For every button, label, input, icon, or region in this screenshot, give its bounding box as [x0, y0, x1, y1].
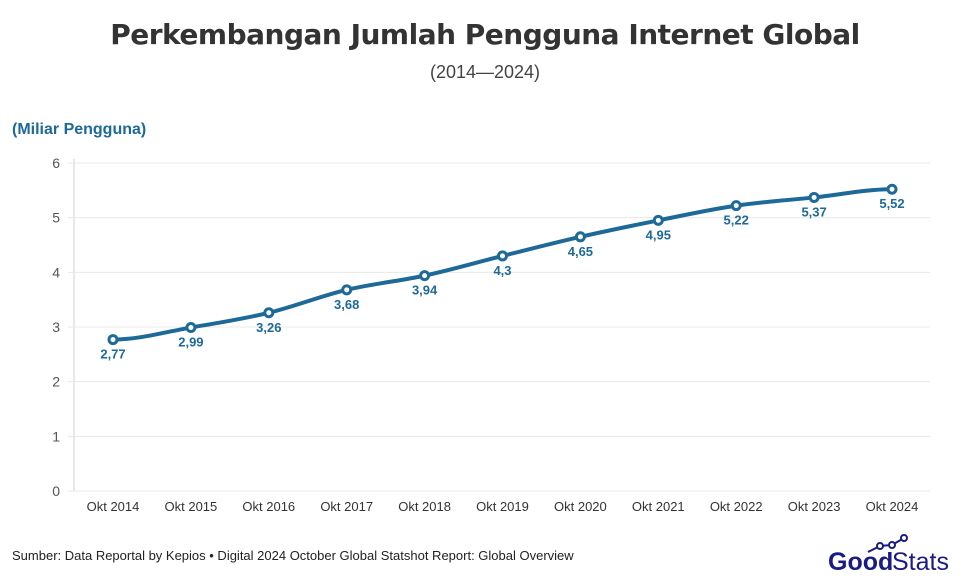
data-label: 4,65	[568, 244, 593, 259]
x-tick-label: Okt 2023	[788, 499, 841, 514]
svg-text:Good: Good	[828, 548, 893, 576]
data-label: 3,94	[412, 283, 438, 298]
data-label: 2,99	[178, 335, 203, 350]
y-tick-label: 1	[52, 428, 60, 444]
x-tick-label: Okt 2016	[242, 499, 295, 514]
source-note: Sumber: Data Reportal by Kepios • Digita…	[12, 548, 574, 563]
y-tick-label: 2	[52, 374, 60, 390]
x-tick-label: Okt 2019	[476, 499, 529, 514]
chart-subtitle: (2014—2024)	[429, 62, 541, 82]
svg-text:Stats: Stats	[892, 548, 949, 576]
y-tick-label: 5	[52, 210, 60, 226]
y-tick-label: 3	[52, 319, 60, 335]
data-point	[341, 284, 353, 296]
data-label: 2,77	[100, 347, 125, 362]
data-label: 3,68	[334, 297, 359, 312]
data-point	[652, 214, 664, 226]
x-tick-label: Okt 2020	[554, 499, 607, 514]
x-tick-label: Okt 2015	[165, 499, 218, 514]
x-tick-label: Okt 2014	[87, 499, 140, 514]
chart-title: Perkembangan Jumlah Pengguna Internet Gl…	[110, 18, 860, 51]
data-point	[808, 191, 820, 203]
x-tick-label: Okt 2021	[632, 499, 685, 514]
data-label: 3,26	[256, 320, 281, 335]
x-tick-label: Okt 2024	[866, 499, 919, 514]
data-label: 5,52	[879, 196, 904, 211]
data-point	[730, 200, 742, 212]
x-tick-label: Okt 2017	[320, 499, 373, 514]
y-axis-label: (Miliar Pengguna)	[12, 121, 147, 138]
y-tick-label: 4	[52, 264, 60, 280]
y-tick-label: 0	[52, 483, 60, 499]
data-point	[263, 307, 275, 319]
data-point	[497, 250, 508, 262]
data-label: 4,95	[646, 227, 671, 242]
data-point	[107, 334, 119, 346]
data-label: 5,37	[801, 204, 826, 219]
x-tick-label: Okt 2018	[398, 499, 451, 514]
data-point	[419, 270, 431, 282]
y-tick-label: 6	[52, 155, 60, 171]
x-tick-label: Okt 2022	[710, 499, 763, 514]
data-point	[886, 183, 898, 195]
data-label: 4,3	[493, 263, 511, 278]
data-label: 5,22	[724, 213, 749, 228]
data-point	[574, 231, 586, 243]
data-point	[185, 322, 197, 334]
goodstats-logo: Good Stats	[828, 534, 949, 576]
